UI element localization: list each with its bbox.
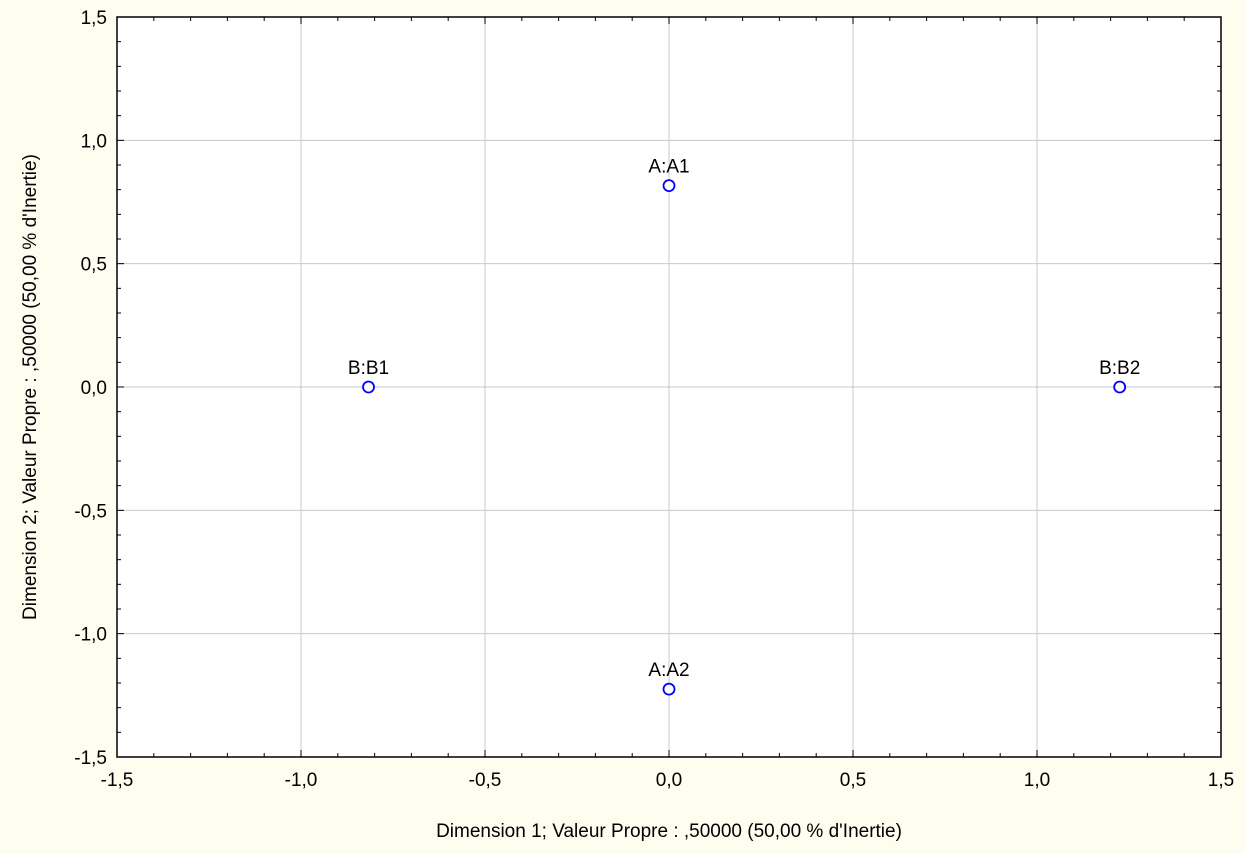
y-tick-label: -1,0 xyxy=(74,625,107,646)
data-point xyxy=(662,179,676,192)
data-point xyxy=(662,682,676,696)
data-point xyxy=(1113,380,1127,394)
y-tick-label: 0,5 xyxy=(81,255,107,276)
data-point-label: B:B2 xyxy=(1099,358,1140,379)
y-tick-label: 0,0 xyxy=(81,378,107,399)
y-axis-label: Dimension 2; Valeur Propre : ,50000 (50,… xyxy=(20,154,41,620)
data-point xyxy=(362,380,375,394)
x-tick-label: 0,0 xyxy=(656,770,682,791)
axis-ticks xyxy=(116,16,1222,758)
y-tick-label: 1,5 xyxy=(81,8,107,29)
tick-labels: -1,5 -1,0 -0,5 0,0 0,5 1,0 1,5 -1,5 -1,0 -0,5 0,0 0… xyxy=(74,8,1234,791)
grid-lines xyxy=(117,17,1221,757)
x-tick-label: -1,5 xyxy=(101,770,134,791)
x-tick-label: 1,0 xyxy=(1024,770,1050,791)
x-tick-label: 1,5 xyxy=(1208,770,1234,791)
y-tick-label: 1,0 xyxy=(81,131,107,152)
y-tick-label: -1,5 xyxy=(74,748,107,769)
data-point-label: B:B1 xyxy=(348,358,389,379)
x-tick-label: -1,0 xyxy=(285,770,318,791)
x-tick-label: 0,5 xyxy=(840,770,866,791)
data-point-label: A:A1 xyxy=(648,157,689,178)
x-tick-label: -0,5 xyxy=(469,770,502,791)
data-points: A:A1 A:A2 B:B1 B:B2 xyxy=(348,157,1140,696)
x-axis-label: Dimension 1; Valeur Propre : ,50000 (50,… xyxy=(436,821,902,842)
data-point-label: A:A2 xyxy=(648,660,689,681)
y-tick-label: -0,5 xyxy=(74,501,107,522)
